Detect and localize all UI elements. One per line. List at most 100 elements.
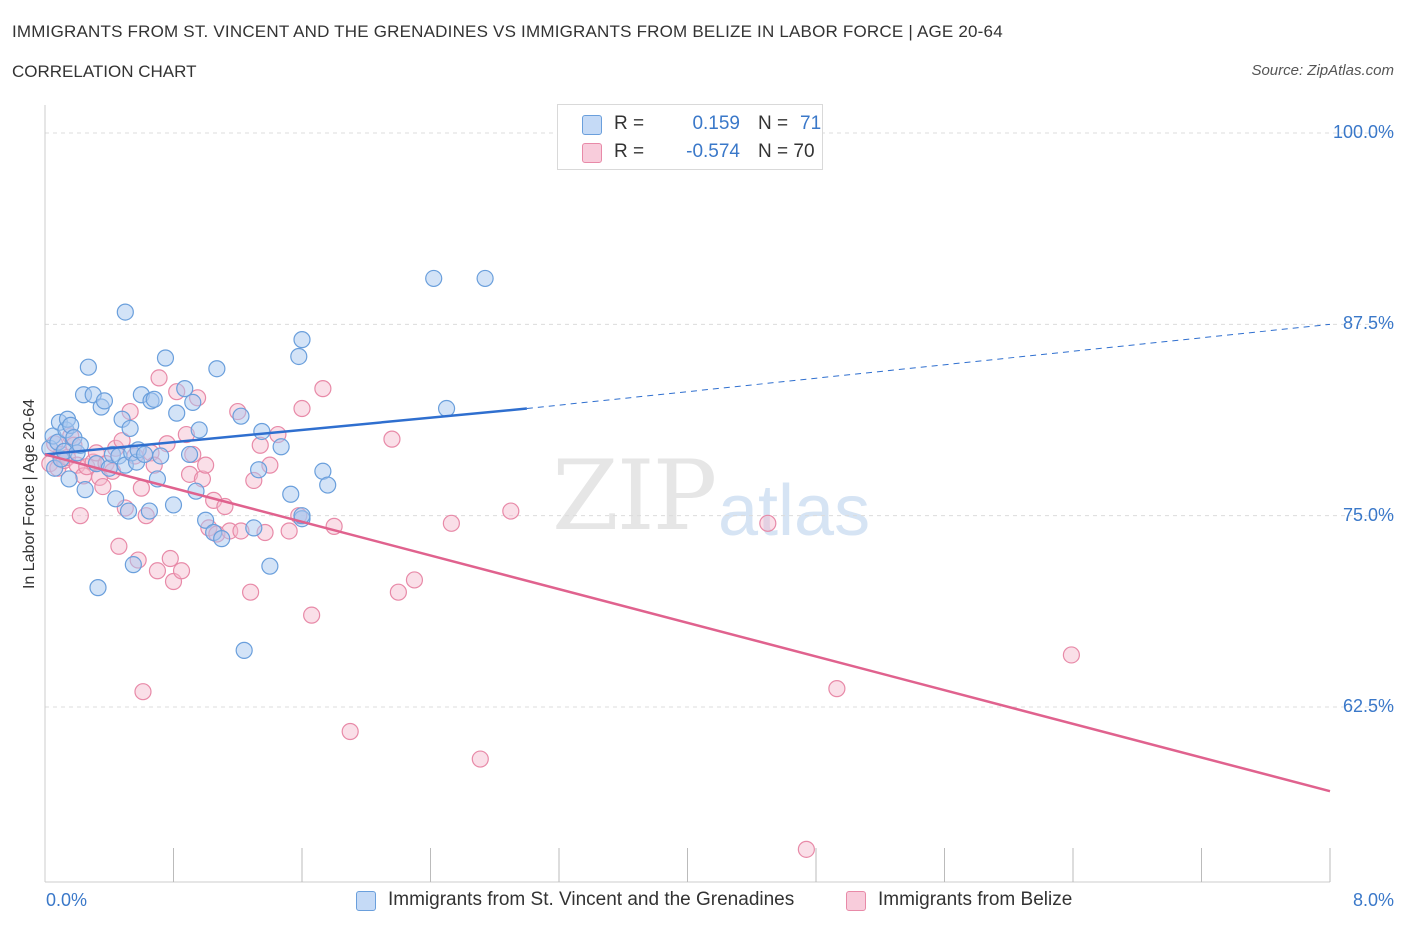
y-tick-label: 62.5%	[1342, 696, 1394, 716]
data-point-belize	[180, 465, 199, 483]
data-point-st-vincent	[437, 399, 456, 418]
data-point-belize	[132, 479, 150, 497]
data-point-belize	[148, 562, 167, 580]
legend-swatch-pink	[846, 891, 866, 911]
y-tick-label: 75.0%	[1342, 504, 1394, 525]
data-point-st-vincent	[213, 530, 231, 548]
legend-swatch-blue	[356, 891, 376, 911]
y-tick-label: 87.5%	[1342, 313, 1394, 334]
trend-line-st-vincent-extension	[526, 323, 1331, 410]
data-point-st-vincent	[140, 502, 159, 520]
data-point-belize	[314, 380, 332, 398]
series-legend: Immigrants from St. Vincent and the Gren…	[0, 888, 1406, 916]
data-point-st-vincent	[187, 482, 205, 500]
data-point-belize	[341, 722, 359, 741]
data-point-st-vincent	[293, 331, 311, 349]
data-point-belize	[442, 514, 460, 532]
data-point-belize	[502, 502, 520, 520]
data-point-st-vincent	[156, 349, 175, 367]
data-point-st-vincent	[76, 481, 94, 499]
watermark-atlas: atlas	[718, 471, 871, 551]
data-point-belize	[150, 369, 168, 387]
n-label: N =	[758, 113, 789, 134]
x-tick-label-min: 0.0%	[46, 890, 88, 910]
watermark-zip: ZIP	[552, 440, 717, 552]
data-point-st-vincent	[107, 490, 125, 508]
legend-swatch-blue	[582, 115, 602, 135]
data-point-st-vincent	[184, 393, 202, 411]
data-point-belize	[797, 840, 815, 858]
data-point-belize	[471, 750, 489, 768]
data-point-belize	[280, 522, 298, 540]
data-point-st-vincent	[71, 436, 89, 454]
data-point-belize	[303, 606, 321, 624]
source-label: Source: ZipAtlas.com	[1251, 62, 1394, 79]
data-point-st-vincent	[145, 390, 163, 408]
data-point-belize	[197, 456, 215, 474]
data-point-st-vincent	[232, 407, 250, 425]
n-value: 71	[800, 113, 822, 134]
data-point-st-vincent	[168, 404, 186, 422]
data-point-st-vincent	[245, 519, 263, 537]
data-point-st-vincent	[208, 360, 226, 378]
data-point-st-vincent	[176, 380, 194, 398]
data-point-belize	[383, 430, 401, 448]
data-point-belize	[405, 571, 424, 589]
data-point-st-vincent	[135, 445, 154, 464]
data-point-st-vincent	[261, 557, 279, 575]
data-point-st-vincent	[282, 485, 300, 503]
data-point-belize	[110, 537, 128, 555]
data-point-st-vincent	[235, 641, 253, 659]
data-point-st-vincent	[152, 447, 170, 465]
data-point-st-vincent	[79, 358, 97, 376]
chart-subtitle: CORRELATION CHART	[12, 62, 197, 81]
r-value: 0.159	[692, 113, 740, 134]
legend-label: Immigrants from St. Vincent and the Gren…	[388, 889, 795, 910]
data-point-belize	[94, 477, 112, 496]
chart-title: IMMIGRANTS FROM ST. VINCENT AND THE GREN…	[12, 22, 1003, 41]
data-point-st-vincent	[190, 421, 208, 439]
data-point-st-vincent	[119, 502, 138, 520]
legend-swatch-pink	[582, 143, 602, 163]
n-label: N = 70	[758, 141, 815, 162]
data-point-st-vincent	[89, 579, 107, 597]
data-point-belize	[828, 680, 846, 698]
data-point-belize	[389, 583, 407, 601]
x-tick-label-max: 8.0%	[1352, 890, 1394, 910]
trend-lines	[44, 323, 1331, 793]
data-point-st-vincent	[272, 438, 290, 456]
data-point-belize	[242, 583, 260, 601]
r-label: R =	[614, 141, 645, 162]
data-point-st-vincent	[95, 392, 114, 410]
data-point-st-vincent	[124, 556, 142, 574]
r-value: -0.574	[686, 141, 740, 162]
data-point-belize	[161, 549, 179, 568]
trend-line-belize	[44, 453, 1331, 793]
data-point-st-vincent	[180, 445, 199, 464]
data-point-st-vincent	[250, 461, 268, 479]
data-point-belize	[71, 507, 89, 525]
data-point-st-vincent	[116, 303, 134, 321]
legend-label: Immigrants from Belize	[878, 889, 1073, 910]
data-point-st-vincent	[290, 347, 308, 366]
series-st-vincent-points	[41, 269, 494, 659]
data-point-belize	[759, 514, 777, 532]
y-tick-label: 100.0%	[1332, 122, 1394, 142]
data-point-belize	[134, 683, 152, 701]
data-point-st-vincent	[319, 476, 337, 494]
data-point-st-vincent	[164, 496, 183, 514]
series-belize-points	[41, 369, 1080, 858]
stats-legend: R = 0.159 N = 71 R = -0.574 N = 70	[557, 104, 823, 170]
data-point-st-vincent	[60, 470, 78, 488]
data-point-belize	[172, 562, 191, 580]
axes	[44, 105, 1331, 883]
data-point-st-vincent	[253, 422, 271, 441]
data-point-st-vincent	[425, 269, 443, 288]
r-label: R =	[614, 113, 645, 134]
y-axis-label: In Labor Force | Age 20-64	[21, 398, 38, 590]
data-point-st-vincent	[197, 511, 215, 529]
data-point-st-vincent	[121, 419, 139, 438]
data-point-st-vincent	[476, 269, 494, 288]
data-point-belize	[293, 399, 311, 418]
